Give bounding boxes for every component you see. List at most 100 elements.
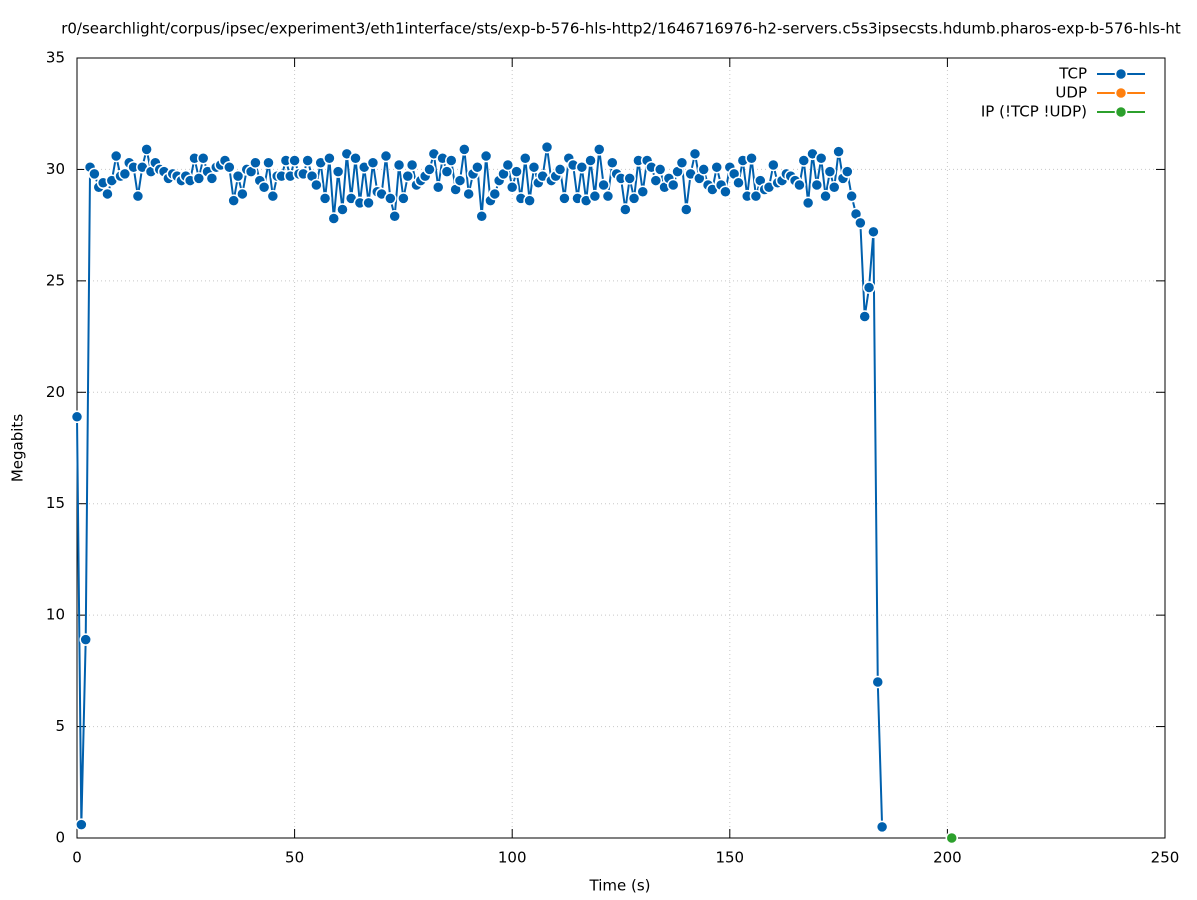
data-point <box>862 281 876 294</box>
y-tick-label: 35 <box>46 49 65 67</box>
data-point <box>627 192 641 205</box>
y-tick-label: 5 <box>55 717 65 735</box>
data-point <box>397 192 410 205</box>
data-point <box>453 174 467 187</box>
data-point <box>109 149 123 163</box>
data-point <box>767 158 780 172</box>
data-point <box>401 169 415 183</box>
data-point <box>431 181 445 194</box>
data-point <box>523 194 536 207</box>
data-point <box>519 152 532 165</box>
data-point <box>719 185 732 198</box>
data-point <box>471 160 484 174</box>
data-point <box>797 154 811 167</box>
y-tick-label: 10 <box>46 606 65 624</box>
data-point <box>606 156 619 169</box>
y-tick-label: 15 <box>46 494 65 512</box>
data-point <box>827 181 841 194</box>
data-point <box>323 152 336 165</box>
data-point <box>392 158 406 172</box>
data-point <box>810 178 824 192</box>
data-point <box>384 192 397 205</box>
data-point <box>488 187 502 201</box>
data-point <box>553 163 567 176</box>
data-point <box>140 143 153 156</box>
data-point <box>875 820 889 834</box>
data-point <box>192 172 206 185</box>
x-tick-label: 150 <box>715 849 744 867</box>
data-point <box>336 203 349 216</box>
data-point <box>131 189 145 203</box>
data-point <box>310 178 323 192</box>
data-point <box>79 633 92 646</box>
data-point <box>601 189 615 203</box>
data-point <box>623 172 636 185</box>
data-point <box>440 165 454 178</box>
legend-label: IP (!TCP !UDP) <box>981 103 1087 121</box>
data-point <box>301 154 314 167</box>
data-point <box>793 178 806 192</box>
data-point <box>475 209 488 223</box>
x-axis-label: Time (s) <box>589 877 651 895</box>
data-point <box>423 163 436 176</box>
x-tick-label: 250 <box>1151 849 1180 867</box>
data-point <box>688 147 702 161</box>
data-point <box>196 152 210 165</box>
data-point <box>88 167 101 181</box>
y-tick-label: 20 <box>46 383 65 401</box>
data-point <box>331 165 345 178</box>
x-tick-label: 200 <box>933 849 962 867</box>
data-point <box>505 181 519 194</box>
data-point <box>854 216 867 230</box>
data-point <box>288 154 301 167</box>
data-point <box>349 152 362 165</box>
data-point <box>636 185 650 198</box>
data-point <box>479 149 493 163</box>
data-point <box>841 165 854 178</box>
data-point <box>819 189 832 203</box>
data-point <box>231 169 245 183</box>
legend-marker <box>1114 67 1128 81</box>
data-point <box>945 831 959 845</box>
data-point <box>871 675 885 689</box>
data-point <box>675 156 689 169</box>
data-point <box>236 187 249 201</box>
data-point <box>588 189 602 203</box>
y-axis-label: Megabits <box>9 414 27 482</box>
x-tick-label: 0 <box>72 849 82 867</box>
data-point <box>680 203 693 216</box>
data-point <box>592 143 606 156</box>
chart-title: r0/searchlight/corpus/ipsec/experiment3/… <box>61 20 1181 38</box>
data-point <box>845 189 858 203</box>
data-point <box>458 143 471 156</box>
legend-label: TCP <box>1058 65 1087 83</box>
x-tick-label: 50 <box>285 849 304 867</box>
y-tick-label: 0 <box>55 829 65 847</box>
data-point <box>823 165 837 178</box>
y-tick-label: 25 <box>46 271 65 289</box>
data-point <box>540 140 554 154</box>
data-point <box>653 163 667 176</box>
data-point <box>666 178 680 192</box>
legend-marker <box>1114 105 1128 119</box>
data-point <box>118 167 132 181</box>
data-point <box>227 194 240 207</box>
data-point <box>749 189 763 203</box>
data-point <box>814 152 828 165</box>
data-point <box>70 410 84 424</box>
data-point <box>223 160 236 174</box>
data-point <box>732 176 745 190</box>
x-tick-label: 100 <box>498 849 527 867</box>
y-tick-label: 30 <box>46 160 65 178</box>
data-point <box>249 156 262 169</box>
data-point <box>867 225 880 239</box>
data-point <box>649 174 663 187</box>
data-point <box>366 156 380 169</box>
data-point <box>388 209 401 223</box>
data-point <box>101 187 114 201</box>
data-point <box>710 160 723 174</box>
data-point <box>745 152 758 165</box>
legend-label: UDP <box>1055 84 1087 102</box>
data-point <box>858 310 871 323</box>
